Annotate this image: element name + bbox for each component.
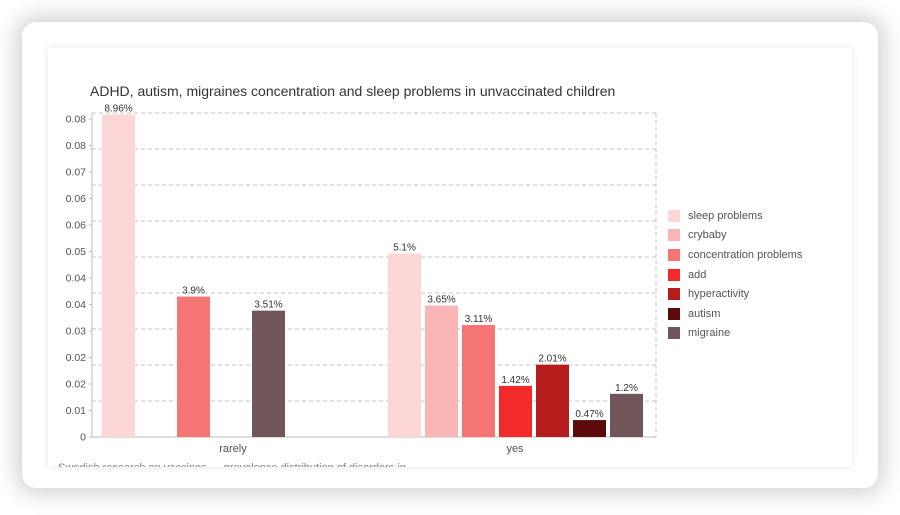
data-label: 2.01% — [538, 354, 566, 365]
data-label: 1.2% — [615, 383, 638, 394]
data-label: 3.11% — [465, 314, 493, 325]
data-label: 8.96% — [104, 103, 132, 114]
y-tick-label: 0 — [80, 432, 86, 444]
legend-swatch — [668, 288, 680, 301]
bar — [177, 296, 210, 437]
legend-swatch — [668, 268, 680, 281]
legend-item: migraine — [668, 324, 802, 344]
data-label: 3.51% — [254, 300, 282, 311]
chart-legend: sleep problems crybaby concentration probl… — [668, 206, 802, 343]
bar — [388, 253, 421, 437]
x-tick-label: yes — [506, 443, 524, 455]
y-tick-label: 0.06 — [66, 193, 87, 205]
bar — [462, 325, 495, 437]
y-tick-label: 0.04 — [66, 273, 87, 285]
chart-title: ADHD, autism, migraines concentration an… — [90, 83, 616, 99]
y-tick-label: 0.08 — [66, 114, 87, 126]
x-tick-label: rarely — [219, 443, 247, 455]
chart-plot: 0 0.01 0.02 0.02 0.03 0.04 0.04 0.05 0.06 0.06 0.0… — [66, 103, 657, 455]
legend-label: add — [688, 268, 707, 281]
legend-swatch — [668, 248, 680, 261]
y-tick-label: 0.02 — [66, 379, 87, 391]
legend-item: hyperactivity — [668, 284, 802, 304]
legend-item: autism — [668, 304, 802, 324]
legend-swatch — [668, 209, 680, 222]
y-tick-label: 0.08 — [66, 140, 87, 152]
y-tick-label: 0.06 — [66, 220, 87, 232]
data-label: 5.1% — [393, 242, 416, 253]
data-label: 1.42% — [501, 375, 529, 386]
legend-label: sleep problems — [688, 209, 763, 222]
legend-item: sleep problems — [668, 206, 802, 226]
y-tick-label: 0.03 — [66, 326, 87, 338]
chart-card: ADHD, autism, migraines concentration an… — [48, 48, 852, 467]
legend-label: autism — [688, 307, 721, 320]
bar — [252, 310, 285, 437]
bar — [610, 393, 643, 437]
legend-label: migraine — [688, 327, 731, 340]
legend-swatch — [668, 327, 680, 340]
legend-label: crybaby — [688, 229, 727, 242]
legend-item: concentration problems — [668, 245, 802, 265]
bar — [102, 114, 135, 437]
legend-item: crybaby — [668, 226, 802, 246]
y-tick-label: 0.04 — [66, 299, 87, 311]
y-tick-label: 0.07 — [66, 167, 87, 179]
legend-item: add — [668, 265, 802, 285]
data-label: 0.47% — [575, 409, 603, 420]
bar — [499, 385, 532, 437]
legend-swatch — [668, 307, 680, 320]
footer-caption: Swedish research on vaccines — prevalenc… — [58, 462, 415, 467]
data-label: 3.9% — [182, 286, 205, 297]
y-tick-label: 0.01 — [66, 405, 87, 417]
bar — [425, 305, 458, 437]
legend-label: hyperactivity — [688, 288, 750, 301]
y-tick-label: 0.02 — [66, 352, 87, 364]
y-tick-label: 0.05 — [66, 246, 87, 258]
bar — [573, 420, 606, 437]
legend-label: concentration problems — [688, 248, 803, 261]
legend-swatch — [668, 229, 680, 242]
bar — [536, 364, 569, 437]
data-label: 3.65% — [427, 295, 455, 306]
